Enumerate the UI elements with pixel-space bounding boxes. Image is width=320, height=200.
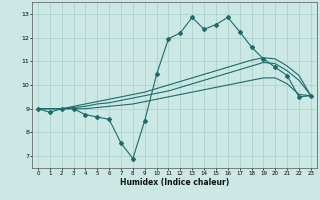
X-axis label: Humidex (Indice chaleur): Humidex (Indice chaleur) [120, 178, 229, 187]
